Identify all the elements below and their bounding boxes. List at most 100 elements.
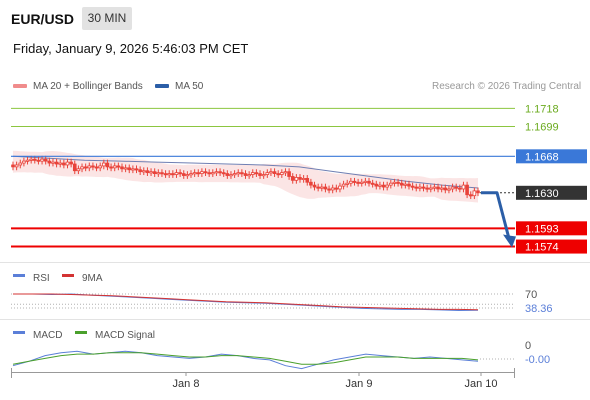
candle bbox=[145, 170, 150, 174]
resistance-label: 1.1718 bbox=[525, 103, 559, 115]
candle bbox=[225, 173, 230, 176]
macd-zero-label: 0 bbox=[525, 340, 531, 352]
candle bbox=[341, 183, 346, 187]
candle bbox=[91, 165, 95, 168]
candle bbox=[269, 171, 273, 174]
candle bbox=[36, 159, 41, 162]
candle bbox=[254, 172, 259, 175]
candle bbox=[276, 173, 280, 176]
macd-swatch bbox=[13, 331, 25, 334]
candle bbox=[25, 159, 30, 162]
candle bbox=[330, 187, 335, 191]
candle bbox=[152, 171, 157, 174]
candle bbox=[414, 186, 419, 189]
candle bbox=[294, 177, 299, 181]
candle bbox=[171, 173, 175, 176]
pivot-label: 1.1668 bbox=[525, 151, 559, 163]
candle bbox=[181, 173, 186, 176]
candle bbox=[160, 172, 164, 175]
candle bbox=[167, 173, 172, 176]
candle bbox=[87, 165, 92, 169]
candle bbox=[207, 172, 211, 175]
candle bbox=[102, 162, 106, 167]
candle bbox=[221, 172, 226, 175]
x-tick-label: Jan 8 bbox=[173, 378, 200, 390]
candle bbox=[47, 160, 52, 164]
bollinger-swatch bbox=[13, 84, 27, 89]
rsi-ma-swatch bbox=[62, 274, 74, 277]
candle bbox=[410, 185, 415, 188]
candle bbox=[14, 164, 19, 168]
candle bbox=[327, 188, 331, 191]
candle bbox=[381, 184, 386, 188]
projection-arrow bbox=[481, 191, 511, 239]
candle bbox=[389, 182, 393, 186]
candle bbox=[22, 160, 26, 164]
candle bbox=[156, 172, 161, 175]
candle bbox=[290, 176, 295, 181]
candle bbox=[127, 167, 132, 171]
candle bbox=[352, 180, 357, 183]
candle bbox=[138, 169, 142, 173]
candle bbox=[407, 183, 411, 187]
candle bbox=[468, 194, 473, 197]
candle bbox=[298, 177, 302, 180]
candle bbox=[454, 186, 459, 189]
candle bbox=[141, 170, 146, 173]
candle bbox=[425, 187, 429, 190]
x-tick-label: Jan 10 bbox=[464, 378, 497, 390]
candle bbox=[116, 165, 121, 168]
candle bbox=[261, 174, 266, 177]
ma50-swatch bbox=[155, 84, 169, 89]
candle bbox=[200, 171, 204, 174]
candle bbox=[185, 174, 190, 177]
candle bbox=[211, 172, 215, 175]
candle bbox=[439, 187, 444, 190]
candle bbox=[436, 186, 440, 190]
candle bbox=[58, 162, 63, 165]
candle bbox=[432, 186, 437, 189]
candle bbox=[472, 190, 477, 197]
candle bbox=[196, 172, 201, 175]
candle bbox=[250, 172, 255, 175]
macd-current-value: -0.00 bbox=[525, 354, 550, 366]
support-tag bbox=[516, 221, 587, 236]
candle bbox=[349, 180, 353, 184]
x-axis: Jan 8 Jan 9 Jan 10 bbox=[11, 368, 515, 390]
candle bbox=[392, 181, 397, 184]
candle bbox=[338, 185, 342, 190]
candle bbox=[323, 186, 328, 190]
candle bbox=[18, 162, 23, 166]
candle bbox=[428, 187, 433, 190]
candle bbox=[109, 166, 113, 169]
candle bbox=[131, 168, 135, 171]
rsi-current-value: 38.36 bbox=[525, 303, 553, 315]
ma50-line bbox=[12, 155, 479, 189]
candle bbox=[65, 161, 70, 166]
candle bbox=[283, 171, 288, 174]
timestamp: Friday, January 9, 2026 5:46:03 PM CET bbox=[13, 41, 249, 56]
price-panel: 1.1718 1.1699 1.1668 1.1630 1.1593 1.1574 bbox=[0, 103, 590, 320]
candle bbox=[334, 187, 339, 190]
candle bbox=[229, 174, 233, 177]
candle bbox=[378, 184, 382, 187]
macd-signal-legend-label: MACD Signal bbox=[95, 330, 155, 341]
candle bbox=[62, 162, 66, 166]
candle bbox=[301, 177, 306, 180]
candle bbox=[105, 162, 110, 168]
candle bbox=[461, 184, 466, 190]
candle bbox=[54, 161, 59, 165]
legend-ma50-label: MA 50 bbox=[175, 81, 204, 92]
timeframe-button[interactable]: 30 MIN bbox=[82, 7, 132, 30]
projection-arrow-head bbox=[503, 234, 516, 248]
rsi-legend-label: RSI bbox=[33, 273, 50, 284]
macd-panel: MACD MACD Signal 0 -0.00 bbox=[12, 330, 550, 370]
candle bbox=[265, 172, 270, 175]
candle bbox=[76, 168, 81, 172]
rsi-ma-legend-label: 9MA bbox=[82, 273, 103, 284]
candle bbox=[203, 171, 208, 174]
candle bbox=[240, 172, 244, 175]
candle bbox=[163, 173, 168, 176]
macd-signal-line bbox=[12, 352, 479, 365]
rsi-level-label: 70 bbox=[525, 289, 537, 301]
